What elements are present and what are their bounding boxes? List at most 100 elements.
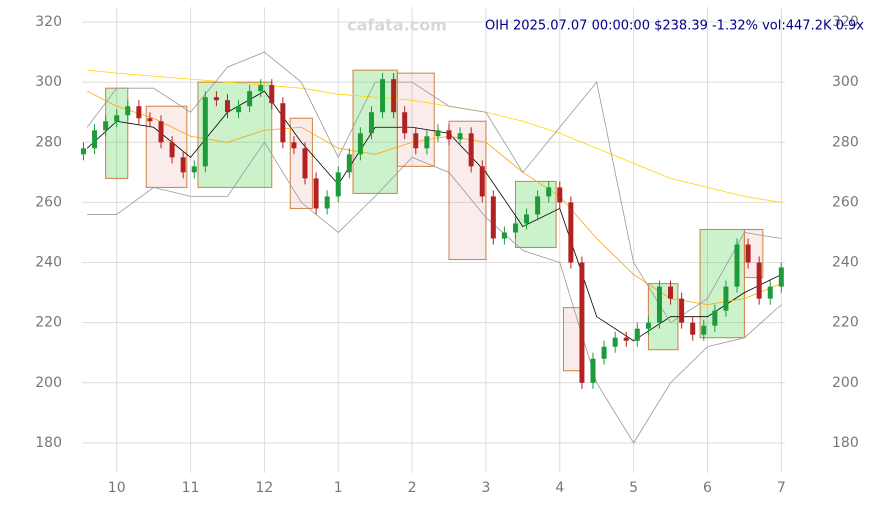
candle-body xyxy=(424,136,430,149)
candle-body xyxy=(258,85,264,92)
candle-body xyxy=(80,148,86,155)
candle-body xyxy=(213,97,219,101)
candle-body xyxy=(391,79,397,113)
candle-body xyxy=(734,244,740,287)
x-tick-label: 10 xyxy=(108,480,126,496)
candle-body xyxy=(501,232,507,239)
y-tick-label: 280 xyxy=(35,134,62,150)
x-tick-label: 5 xyxy=(629,480,638,496)
candle-body xyxy=(446,130,452,140)
candle-body xyxy=(767,286,773,299)
x-tick-label: 3 xyxy=(481,480,490,496)
candle-body xyxy=(568,202,574,263)
y-tick-label: 240 xyxy=(35,255,62,271)
x-tick-label: 4 xyxy=(555,480,564,496)
candle-body xyxy=(579,262,585,383)
y-tick-label-right: 260 xyxy=(832,194,859,210)
candle-body xyxy=(357,133,363,155)
indicator-line xyxy=(86,90,782,342)
indicator-line xyxy=(86,90,782,306)
y-tick-label-right: 220 xyxy=(832,315,859,331)
candle-body xyxy=(202,97,208,167)
candle-body xyxy=(335,172,341,197)
y-tick-label-right: 320 xyxy=(832,14,859,30)
range-box xyxy=(145,105,188,188)
candle-body xyxy=(723,286,729,311)
candle-body xyxy=(557,187,563,203)
candle-body xyxy=(535,196,541,215)
candle-body xyxy=(435,130,441,137)
candle-body xyxy=(612,337,618,347)
candle-body xyxy=(701,325,707,335)
candle-body xyxy=(114,115,120,122)
x-tick-label: 1 xyxy=(334,480,343,496)
candle-body xyxy=(313,178,319,209)
candle-body xyxy=(280,103,286,143)
candle-body xyxy=(712,310,718,326)
candle-body xyxy=(158,121,164,143)
candle-body xyxy=(169,142,175,158)
candle-body xyxy=(490,196,496,239)
range-box xyxy=(352,69,398,194)
candle-body xyxy=(524,214,530,224)
indicator-line xyxy=(87,141,782,444)
candle-body xyxy=(590,358,596,383)
watermark: cafata.com xyxy=(347,16,447,35)
candle-body xyxy=(236,106,242,113)
y-tick-label: 220 xyxy=(35,315,62,331)
y-tick-label: 200 xyxy=(35,375,62,391)
x-tick-label: 7 xyxy=(777,480,786,496)
x-tick-label: 6 xyxy=(703,480,712,496)
y-tick-label-right: 280 xyxy=(832,134,859,150)
candle-body xyxy=(756,262,762,299)
candle-body xyxy=(269,85,275,104)
candle-body xyxy=(690,322,696,335)
candle-body xyxy=(92,130,98,149)
candle-body xyxy=(346,154,352,173)
y-tick-label-right: 200 xyxy=(832,375,859,391)
candle-body xyxy=(512,223,518,233)
x-tick-label: 12 xyxy=(255,480,273,496)
candle-body xyxy=(668,286,674,299)
candle-body xyxy=(380,79,386,113)
candle-body xyxy=(147,118,153,122)
candle-body xyxy=(656,286,662,323)
candle-body xyxy=(679,298,685,323)
candle-body xyxy=(368,112,374,134)
y-tick-label: 180 xyxy=(35,435,62,451)
y-tick-label-right: 180 xyxy=(832,435,859,451)
range-box xyxy=(289,117,313,209)
candle-body xyxy=(302,148,308,179)
candle-body xyxy=(645,322,651,329)
candle-body xyxy=(778,267,784,287)
y-tick-label: 260 xyxy=(35,194,62,210)
candle-body xyxy=(103,121,109,131)
range-box xyxy=(105,87,129,179)
candle-body xyxy=(468,133,474,167)
x-tick-label: 11 xyxy=(182,480,200,496)
candle-body xyxy=(623,337,629,341)
candle-body xyxy=(402,112,408,134)
candle-body xyxy=(324,196,330,209)
indicator-line xyxy=(86,51,782,324)
indicator-line xyxy=(87,69,782,203)
candle-body xyxy=(247,91,253,107)
candle-body xyxy=(601,346,607,359)
candle-body xyxy=(546,187,552,197)
y-tick-label-right: 300 xyxy=(832,74,859,90)
y-tick-label-right: 240 xyxy=(832,255,859,271)
candle-body xyxy=(745,244,751,263)
candle-body xyxy=(413,133,419,149)
candle-body xyxy=(479,166,485,197)
candle-body xyxy=(136,106,142,119)
candle-body xyxy=(191,166,197,173)
candle-body xyxy=(224,100,230,113)
candle-body xyxy=(634,328,640,341)
plot: 180 180 200 200 220 220 240 240 260 260 280 280 300 3… xyxy=(35,7,859,496)
x-tick-label: 2 xyxy=(408,480,417,496)
candle-body xyxy=(125,106,131,116)
range-box xyxy=(197,81,273,188)
y-tick-label: 300 xyxy=(35,74,62,90)
y-tick-label: 320 xyxy=(35,14,62,30)
